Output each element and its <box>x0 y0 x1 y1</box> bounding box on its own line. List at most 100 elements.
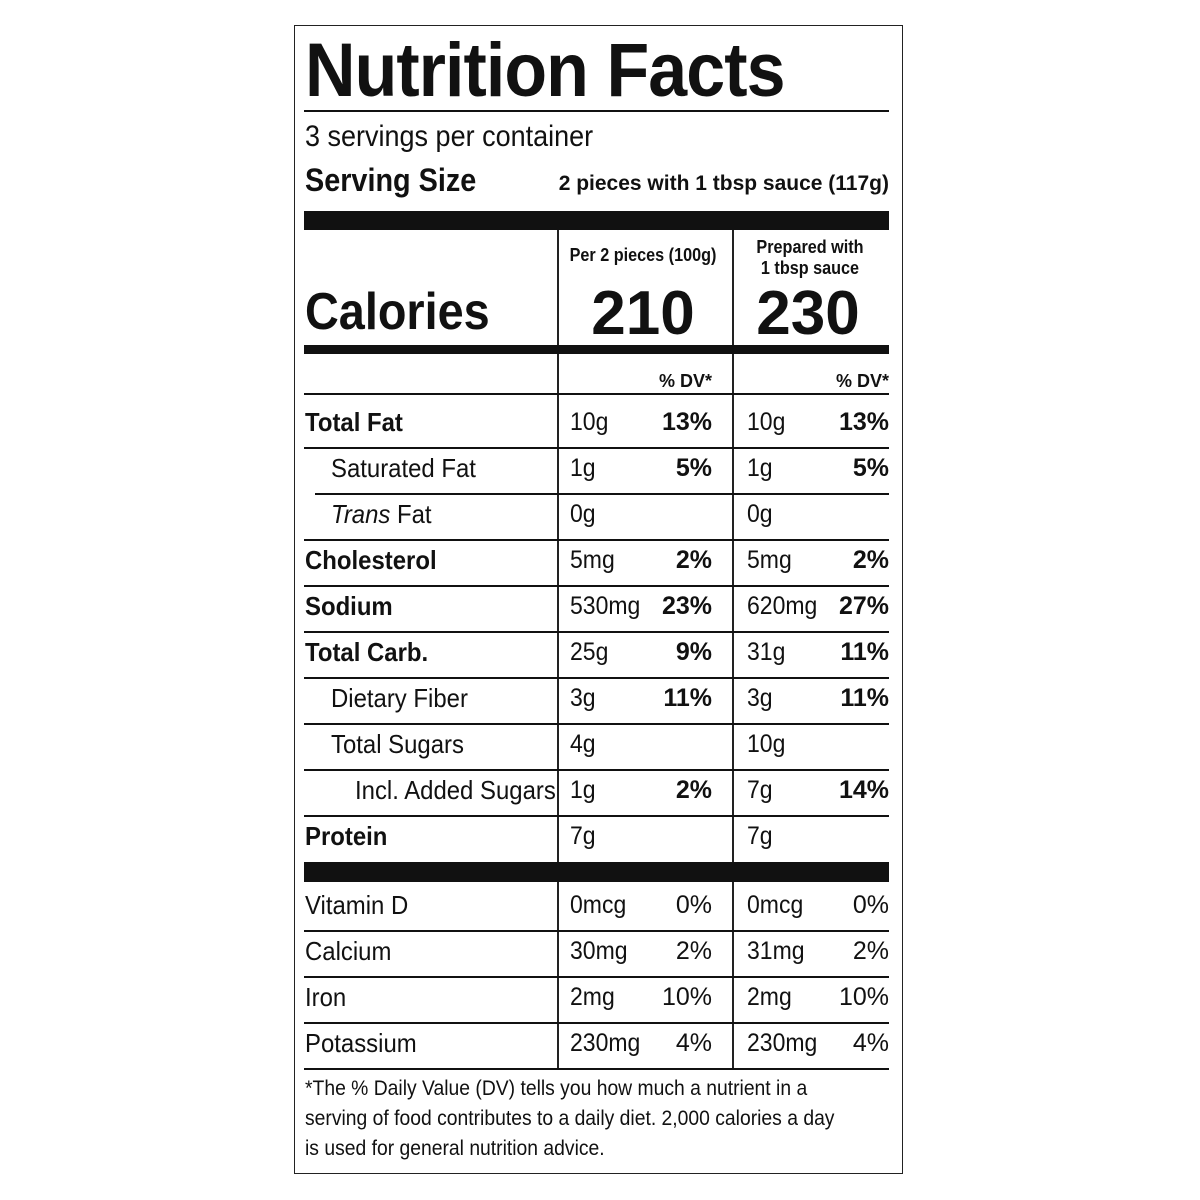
vitamin-dv-col1: 2% <box>675 937 712 965</box>
column-rule <box>557 882 559 1068</box>
serving-size-value: 2 pieces with 1 tbsp sauce (117g) <box>558 172 889 195</box>
vitamin-dv-col2: 4% <box>852 1029 889 1057</box>
divider-thin <box>304 110 889 112</box>
nutrient-amount-col2: 31g <box>747 638 786 666</box>
row-divider <box>304 1022 889 1024</box>
nutrient-amount-col2: 3g <box>747 684 773 712</box>
nutrient-amount-col2: 0g <box>747 500 773 528</box>
dv-header-col1: % DV* <box>658 371 712 391</box>
nutrient-amount-col1: 7g <box>570 822 596 850</box>
divider-footnote <box>304 1068 889 1070</box>
row-divider <box>304 976 889 978</box>
vitamin-label: Vitamin D <box>305 890 409 920</box>
row-divider <box>304 723 889 725</box>
nutrient-label: Dietary Fiber <box>331 683 468 713</box>
vitamin-dv-col1: 0% <box>675 891 712 919</box>
row-divider <box>304 930 889 932</box>
nutrient-amount-col1: 0g <box>570 500 596 528</box>
column-rule <box>557 354 559 862</box>
nutrition-facts-panel: Nutrition Facts 3 servings per container… <box>294 25 903 1174</box>
row-divider <box>304 631 889 633</box>
column-header-prepared-line1: Prepared with <box>756 237 864 257</box>
divider-medium-calories <box>304 345 889 354</box>
nutrient-amount-col1: 4g <box>570 730 596 758</box>
nutrient-amount-col1: 530mg <box>570 592 641 620</box>
nutrient-dv-col2: 11% <box>840 684 889 712</box>
row-divider <box>304 815 889 817</box>
column-rule <box>732 882 734 1068</box>
divider-thick-top <box>304 211 889 230</box>
vitamin-label: Iron <box>305 982 347 1012</box>
nutrient-amount-col1: 25g <box>570 638 609 666</box>
calories-value-per-2-pieces: 210 <box>591 279 695 348</box>
row-divider <box>304 393 889 395</box>
row-divider <box>315 493 889 495</box>
nutrient-label: Total Sugars <box>331 729 464 759</box>
vitamin-label: Potassium <box>305 1028 417 1058</box>
calories-label: Calories <box>305 283 490 341</box>
nutrient-amount-col2: 5mg <box>747 546 792 574</box>
nutrient-label: Trans Fat <box>331 499 432 530</box>
vitamin-amount-col2: 0mcg <box>747 891 804 919</box>
panel-title: Nutrition Facts <box>305 28 785 113</box>
daily-value-footnote: *The % Daily Value (DV) tells you how mu… <box>305 1077 835 1160</box>
nutrient-amount-col1: 10g <box>570 408 609 436</box>
nutrient-dv-col2: 5% <box>852 454 889 482</box>
nutrient-dv-col2: 14% <box>838 776 889 804</box>
nutrient-amount-col1: 5mg <box>570 546 615 574</box>
nutrient-label: Sodium <box>305 591 393 621</box>
nutrient-label-italic: Trans <box>331 499 391 529</box>
nutrient-amount-col2: 7g <box>747 822 773 850</box>
column-header-prepared: Prepared with 1 tbsp sauce <box>743 237 878 279</box>
nutrient-amount-col2: 10g <box>747 408 786 436</box>
nutrient-dv-col1: 2% <box>675 546 712 574</box>
column-header-prepared-line2: 1 tbsp sauce <box>760 258 860 278</box>
vitamin-amount-col2: 31mg <box>747 937 805 965</box>
nutrient-amount-col1: 1g <box>570 454 596 482</box>
vitamin-amount-col1: 230mg <box>570 1029 641 1057</box>
column-rule <box>732 354 734 862</box>
vitamin-dv-col2: 2% <box>852 937 889 965</box>
column-rule <box>732 230 734 345</box>
nutrient-dv-col2: 27% <box>838 592 889 620</box>
row-divider <box>304 677 889 679</box>
vitamin-amount-col1: 2mg <box>570 983 615 1011</box>
vitamin-dv-col2: 10% <box>838 983 889 1011</box>
nutrient-dv-col2: 13% <box>838 408 889 436</box>
vitamin-label: Calcium <box>305 936 392 966</box>
row-divider <box>304 539 889 541</box>
nutrient-amount-col1: 3g <box>570 684 596 712</box>
column-header-per-2-pieces: Per 2 pieces (100g) <box>569 245 717 265</box>
row-divider <box>304 447 889 449</box>
dv-header-col2: % DV* <box>835 371 889 391</box>
nutrient-amount-col2: 7g <box>747 776 773 804</box>
nutrient-amount-col2: 620mg <box>747 592 818 620</box>
serving-size-label: Serving Size <box>305 162 477 198</box>
nutrient-label-rest: Fat <box>390 499 432 529</box>
nutrient-dv-col1: 5% <box>675 454 712 482</box>
vitamin-dv-col1: 10% <box>661 983 712 1011</box>
nutrient-amount-col2: 10g <box>747 730 786 758</box>
nutrient-dv-col2: 2% <box>852 546 889 574</box>
nutrient-dv-col1: 23% <box>661 592 712 620</box>
vitamin-dv-col2: 0% <box>852 891 889 919</box>
servings-per-container: 3 servings per container <box>305 120 594 153</box>
nutrient-label: Total Fat <box>305 407 403 437</box>
nutrient-label: Protein <box>305 821 388 851</box>
vitamin-dv-col1: 4% <box>675 1029 712 1057</box>
row-divider <box>304 585 889 587</box>
vitamin-amount-col2: 2mg <box>747 983 792 1011</box>
nutrient-amount-col2: 1g <box>747 454 773 482</box>
vitamin-amount-col1: 0mcg <box>570 891 627 919</box>
nutrient-label: Saturated Fat <box>331 453 476 483</box>
vitamin-amount-col2: 230mg <box>747 1029 818 1057</box>
nutrient-label: Cholesterol <box>305 545 437 575</box>
divider-thick-vitamins <box>304 862 889 882</box>
column-rule <box>557 230 559 345</box>
calories-value-prepared: 230 <box>756 279 860 348</box>
nutrient-dv-col1: 13% <box>661 408 712 436</box>
nutrient-label: Total Carb. <box>305 637 429 667</box>
row-divider <box>304 769 889 771</box>
vitamin-amount-col1: 30mg <box>570 937 628 965</box>
nutrient-dv-col1: 9% <box>675 638 712 666</box>
